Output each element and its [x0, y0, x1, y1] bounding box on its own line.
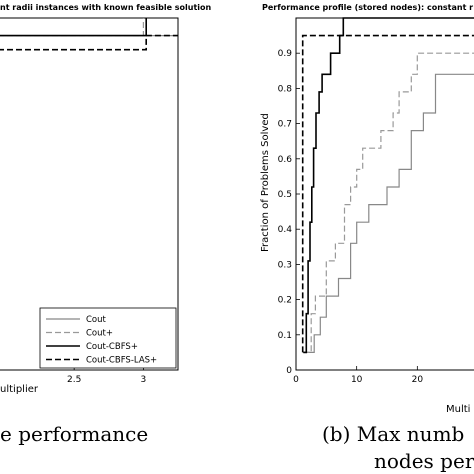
left-x-tick-label: 2.5 — [67, 375, 81, 385]
left-series-line-4 — [0, 34, 178, 51]
right-chart: Performance profile (stored nodes): cons… — [260, 3, 474, 473]
right-x-tick-label: 20 — [412, 375, 424, 385]
right-y-label: Fraction of Problems Solved — [260, 113, 271, 252]
right-y-tick-label: 0.3 — [278, 260, 292, 270]
right-caption-line2: nodes perf — [374, 449, 474, 473]
right-y-tick-label: 0.8 — [278, 84, 293, 94]
right-y-ticks: 0 0.1 0.2 0.3 0.4 0.5 0.6 0.7 0.8 0.9 — [278, 49, 300, 376]
right-series-line-3 — [303, 17, 474, 354]
right-chart-title: Performance profile (stored nodes): cons… — [262, 3, 473, 12]
right-y-tick-label: 0.9 — [278, 49, 293, 59]
left-chart-title: nt radii instances with known feasible s… — [0, 3, 212, 12]
right-y-tick-label: 0.1 — [278, 331, 292, 341]
legend-label-4: Cout-CBFS-LAS+ — [86, 356, 157, 366]
right-y-tick-label: 0.6 — [278, 155, 293, 165]
legend-label-2: Cout+ — [86, 329, 113, 339]
left-chart: nt radii instances with known feasible s… — [0, 3, 212, 446]
right-x-tick-label: 10 — [351, 375, 363, 385]
legend-label-1: Cout — [86, 315, 107, 325]
right-series-group — [301, 17, 474, 354]
left-series-group — [0, 18, 178, 51]
right-y-tick-label: 0.2 — [278, 296, 292, 306]
left-plot-frame — [0, 17, 179, 371]
left-legend: Cout Cout+ Cout-CBFS+ Cout-CBFS-LAS+ — [39, 307, 177, 369]
left-caption: e performance — [0, 422, 148, 446]
left-x-tick-label: 3 — [141, 375, 147, 385]
right-y-tick-label: 0.4 — [278, 225, 293, 235]
left-series-line-2 — [0, 18, 144, 37]
right-series-line-1 — [303, 73, 474, 353]
right-caption-line1: (b) Max numb — [322, 422, 464, 446]
right-x-tick-label: 0 — [293, 375, 299, 385]
left-x-label: ultiplier — [0, 384, 39, 395]
legend-label-3: Cout-CBFS+ — [86, 342, 138, 352]
left-x-tick-label: 2 — [0, 375, 1, 385]
right-x-ticks: 0 10 20 — [293, 366, 423, 385]
right-y-tick-label: 0 — [286, 366, 292, 376]
right-y-tick-label: 0.5 — [278, 190, 292, 200]
left-legend-box — [39, 307, 177, 369]
right-series-line-4 — [301, 34, 474, 353]
left-x-ticks: 22.53 — [0, 366, 146, 385]
left-series-line-3 — [0, 18, 147, 37]
right-series-line-2 — [303, 52, 474, 353]
right-y-tick-label: 0.7 — [278, 120, 292, 130]
right-x-label: Multi — [446, 404, 470, 415]
